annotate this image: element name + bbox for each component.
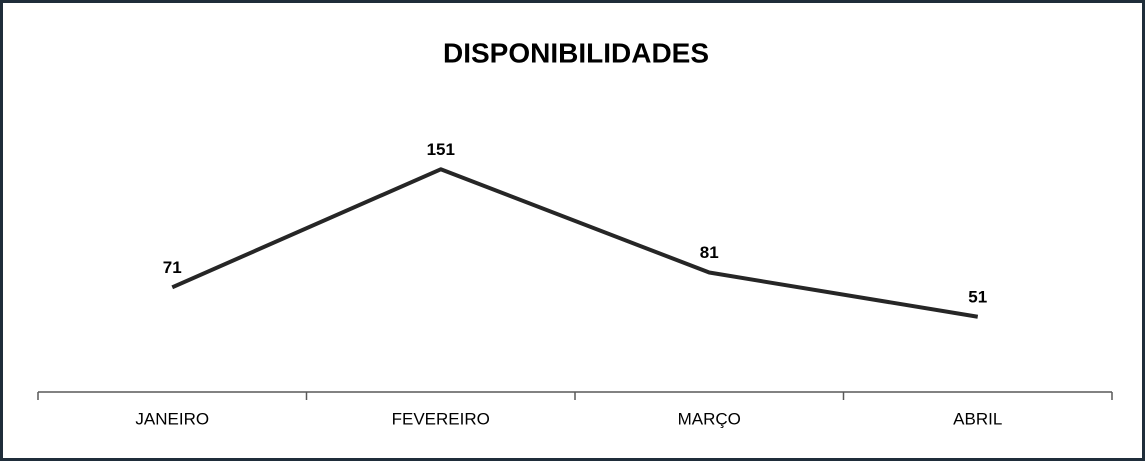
data-label: 151	[427, 140, 455, 159]
x-tick-label: FEVEREIRO	[392, 409, 490, 428]
data-label: 51	[968, 287, 987, 306]
line	[171, 167, 979, 319]
x-tick-label: MARÇO	[678, 409, 741, 428]
x-tick-label: JANEIRO	[135, 409, 209, 428]
data-label: 81	[700, 243, 719, 262]
data-label: 71	[163, 258, 182, 277]
x-tick-label: ABRIL	[953, 409, 1002, 428]
chart-title: DISPONIBILIDADES	[443, 37, 709, 68]
